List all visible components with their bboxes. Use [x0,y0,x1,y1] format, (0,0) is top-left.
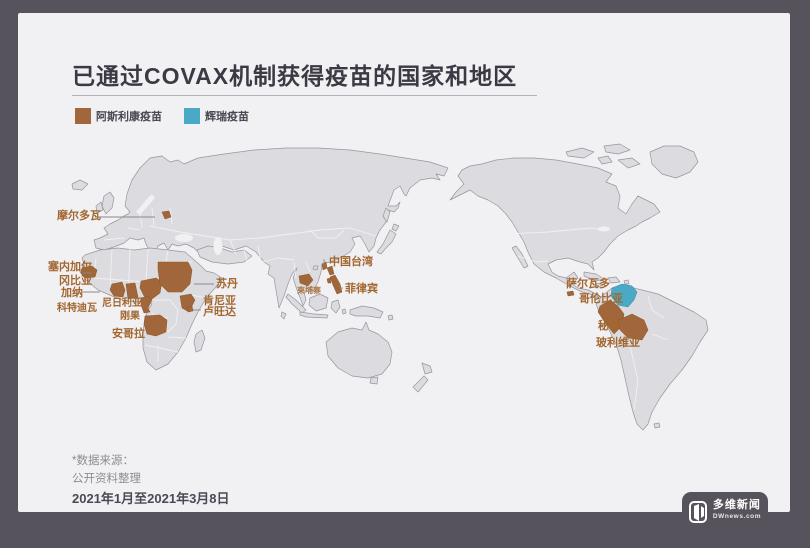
map-label-cote-divoire: 科特迪瓦 [57,303,97,314]
pfizer-swatch [184,108,200,124]
dwnews-brand-name: 多维新闻 [712,499,761,511]
country-el-salvador [566,290,575,297]
country-philippines-3 [326,277,332,284]
new-zealand-north [421,362,433,375]
country-moldova [161,210,172,220]
java [299,311,329,319]
country-cambodia [298,273,314,287]
map-label-congo: 刚果 [120,311,140,322]
legend: 阿斯利康疫苗 辉瑞疫苗 [75,108,249,124]
page-title: 已通过COVAX机制获得疫苗的国家和地区 [72,63,518,89]
cuba [583,271,605,282]
great-lakes [598,226,610,232]
new-zealand-south [412,375,429,393]
hokkaido [391,223,400,232]
map-label-bolivia: 玻利维亚 [596,337,640,349]
arctic-island-1 [565,147,595,159]
data-source: 公开资料整理 [72,473,141,485]
inland-waters [136,194,610,255]
pacific-islet [387,314,394,321]
japan [376,229,397,255]
australia [325,321,393,379]
continent-eurasia [93,147,449,309]
country-angola [143,314,168,337]
country-congo [140,295,153,314]
continent-africa [79,247,223,371]
new-guinea [349,305,384,319]
arctic-island-4 [597,155,613,165]
puerto-rico [623,279,630,285]
ireland [95,201,104,214]
astrazeneca-countries [80,210,649,341]
tasmania [369,376,379,385]
hispaniola [607,276,621,284]
data-source-prefix: *数据来源： [72,455,134,467]
country-colombia [610,283,638,308]
map-label-angola: 安哥拉 [112,328,145,340]
madagascar [193,329,206,353]
country-senegal-gambia [80,265,98,279]
map-label-ghana: 加纳 [61,287,83,299]
black-sea [175,234,193,242]
map-label-cambodia: 柬埔寨 [297,286,321,295]
map-label-el-salvador: 萨尔瓦多 [566,278,610,290]
map-label-philippines: 菲律宾 [345,283,378,295]
dwnews-logo-text: 多维新闻 DWnews.com [713,500,761,521]
legend-item-pfizer: 辉瑞疫苗 [184,108,249,124]
astrazeneca-swatch [75,108,91,124]
arctic-island-2 [603,143,631,155]
country-philippines-2 [329,274,343,295]
country-cote-divoire [109,281,126,298]
pfizer-label: 辉瑞疫苗 [205,111,249,123]
map-label-peru: 秘鲁 [598,320,620,332]
map-label-taiwan: 中国台湾 [329,256,373,268]
dwnews-domain: DWnews.com [712,513,762,520]
country-rwanda [186,305,194,313]
map-label-nigeria: 尼日利亚 [102,298,142,309]
map-label-moldova: 摩尔多瓦 [57,210,101,222]
map-label-rwanda: 卢旺达 [203,306,236,318]
dwnews-logo-badge: 多维新闻 DWnews.com [682,492,768,548]
arctic-island-3 [617,157,641,169]
country-philippines-1 [326,265,335,276]
country-sudan [157,261,193,293]
arabian-peninsula [196,245,253,265]
hainan [312,265,319,271]
dwnews-logo-icon [688,501,707,523]
map-label-senegal: 塞内加尔 [48,261,92,273]
map-label-kenya: 肯尼亚 [203,295,236,307]
continent-north-america [449,157,661,303]
borneo [308,293,329,312]
jamaica [595,282,602,288]
baltic-sea [136,194,155,215]
map-label-colombia: 哥伦比亚 [579,293,623,305]
sulawesi [330,299,341,314]
astrazeneca-label: 阿斯利康疫苗 [96,111,162,123]
country-ghana [125,282,139,300]
moluccas [341,308,347,315]
great-britain [101,191,115,215]
caspian-sea [213,237,223,255]
iceland [71,179,89,191]
map-label-gambia: 冈比亚 [59,275,92,287]
greenland [649,145,699,179]
legend-item-astrazeneca: 阿斯利康疫苗 [75,108,162,124]
date-range: 2021年1月至2021年3月8日 [72,491,230,506]
country-nigeria [139,277,163,300]
label-leader-lines [83,216,343,311]
country-bolivia [617,313,649,341]
sakhalin [382,207,391,223]
pfizer-countries [610,283,638,308]
falkland-islands [653,422,661,429]
sri-lanka [280,311,287,320]
title-divider [72,95,537,96]
map-label-sudan: 苏丹 [216,278,238,290]
